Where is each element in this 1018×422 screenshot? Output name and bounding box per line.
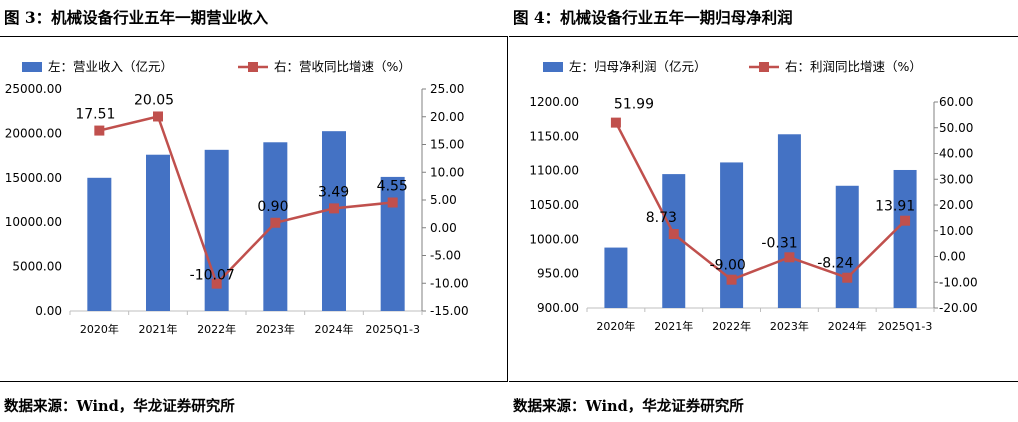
growth-line	[614, 122, 906, 282]
x-axis-tick-label: 2021年	[654, 319, 693, 333]
left-axis-tick-label: 10000.00	[5, 215, 62, 229]
data-label: 3.49	[318, 184, 349, 200]
right-axis-tick-label: 60.00	[939, 95, 973, 109]
bar	[146, 154, 170, 311]
chart-frame: 900.00 950.00 1000.00 1050.00 1100.00 1150.00…	[509, 36, 1018, 382]
source-note: 数据来源：Wind，华龙证券研究所	[4, 398, 235, 415]
data-label: 17.51	[75, 107, 115, 123]
data-label: 0.90	[257, 199, 288, 215]
right-axis-tick-label: 10.00	[430, 165, 464, 179]
right-axis-tick-label: 0.00	[430, 221, 457, 235]
figure-title: 图 3：机械设备行业五年一期营业收入	[4, 8, 269, 27]
right-axis-tick-label: -20.00	[939, 301, 978, 315]
figure-4-panel: 图 4：机械设备行业五年一期归母净利润 900.00 950.00 1000.00 1…	[509, 0, 1018, 422]
line-marker	[668, 229, 679, 240]
x-axis-tick-label: 2020年	[596, 319, 635, 333]
right-axis-tick-label: 50.00	[939, 121, 973, 135]
line-marker	[94, 125, 105, 136]
left-axis-tick-label: 15000.00	[5, 171, 62, 185]
net-profit-chart: 900.00 950.00 1000.00 1050.00 1100.00 1150.00…	[529, 59, 978, 333]
data-label: -10.07	[190, 268, 235, 284]
line-marker	[329, 203, 339, 214]
left-axis-tick-label: 1200.00	[529, 95, 579, 109]
line-marker	[387, 197, 398, 208]
revenue-chart: 0.00 5000.00 10000.00 15000.00 20000.00 25000…	[5, 59, 469, 336]
bar	[720, 162, 744, 308]
right-axis-tick-label: 40.00	[939, 147, 973, 161]
left-axis-tick-label: 1150.00	[529, 129, 579, 143]
right-axis-tick-label: -10.00	[430, 276, 469, 290]
right-axis-tick-label: -10.00	[939, 275, 978, 289]
line-marker	[211, 278, 222, 289]
line-marker	[726, 274, 737, 285]
right-axis-tick-label: 0.00	[939, 250, 966, 264]
line-marker	[153, 111, 163, 122]
legend-bar-label: 左：归母净利润（亿元）	[569, 59, 707, 74]
right-axis-tick-label: -15.00	[430, 304, 469, 318]
left-axis-tick-label: 950.00	[537, 267, 579, 281]
data-label: -8.24	[817, 256, 853, 272]
data-label: 51.99	[614, 97, 654, 113]
legend-line-marker	[248, 62, 258, 72]
legend-line-label: 右：利润同比增速（%）	[785, 59, 922, 74]
x-axis-tick-label: 2025Q1-3	[878, 320, 933, 333]
x-axis-tick-label: 2024年	[315, 322, 354, 336]
legend-line-marker	[759, 62, 769, 72]
data-label: 20.05	[134, 92, 174, 108]
left-axis-tick-label: 1050.00	[529, 198, 579, 212]
x-axis-tick-label: 2021年	[139, 322, 178, 336]
legend-line-label: 右：营收同比增速（%）	[274, 59, 411, 74]
data-label: -0.31	[761, 235, 797, 251]
data-label: 4.55	[377, 178, 408, 194]
x-axis-tick-label: 2023年	[770, 319, 809, 333]
line-marker	[784, 252, 795, 263]
x-axis-tick-label: 2022年	[712, 319, 751, 333]
left-axis-tick-label: 900.00	[537, 301, 579, 315]
x-axis-tick-label: 2025Q1-3	[365, 323, 420, 336]
bar	[87, 177, 112, 311]
right-axis-tick-label: 10.00	[939, 224, 973, 238]
bar	[604, 247, 628, 308]
left-axis-tick-label: 0.00	[35, 304, 62, 318]
x-axis-tick-label: 2020年	[80, 322, 119, 336]
right-axis-tick-label: -5.00	[430, 249, 461, 263]
right-axis-tick-label: 30.00	[939, 172, 973, 186]
bar	[322, 131, 346, 311]
data-label: 13.91	[875, 199, 915, 215]
right-axis-tick-label: 20.00	[430, 110, 464, 124]
legend-bar-swatch	[543, 62, 563, 72]
growth-line	[99, 114, 393, 286]
right-axis-tick-label: 20.00	[939, 198, 973, 212]
right-axis-tick-label: 25.00	[430, 82, 464, 96]
right-axis-tick-label: 5.00	[430, 193, 457, 207]
bar	[893, 169, 917, 308]
figure-3-panel: 图 3：机械设备行业五年一期营业收入 0.00 5000.00 10000.00 15…	[0, 0, 508, 422]
left-axis-tick-label: 20000.00	[5, 126, 62, 140]
line-marker	[900, 215, 911, 226]
bar	[835, 185, 859, 308]
left-axis-tick-label: 1000.00	[529, 232, 579, 246]
source-note: 数据来源：Wind，华龙证券研究所	[513, 398, 744, 415]
legend-bar-swatch	[22, 62, 42, 72]
line-marker	[270, 217, 281, 228]
line-marker	[842, 272, 853, 283]
bar	[380, 176, 405, 311]
right-axis-tick-label: 15.00	[430, 138, 464, 152]
left-axis-tick-label: 25000.00	[5, 82, 62, 96]
chart-frame: 0.00 5000.00 10000.00 15000.00 20000.00 25000…	[0, 36, 508, 382]
left-axis-tick-label: 5000.00	[12, 260, 62, 274]
x-axis-tick-label: 2023年	[256, 322, 295, 336]
bar	[777, 134, 801, 308]
legend-bar-label: 左：营业收入（亿元）	[48, 59, 173, 74]
left-axis-tick-label: 1100.00	[529, 164, 579, 178]
data-label: -9.00	[710, 258, 746, 274]
figure-title: 图 4：机械设备行业五年一期归母净利润	[513, 8, 793, 27]
bar	[662, 174, 686, 308]
x-axis-tick-label: 2024年	[828, 319, 867, 333]
data-label: 8.73	[646, 210, 677, 226]
line-marker	[610, 117, 621, 128]
x-axis-tick-label: 2022年	[197, 322, 236, 336]
